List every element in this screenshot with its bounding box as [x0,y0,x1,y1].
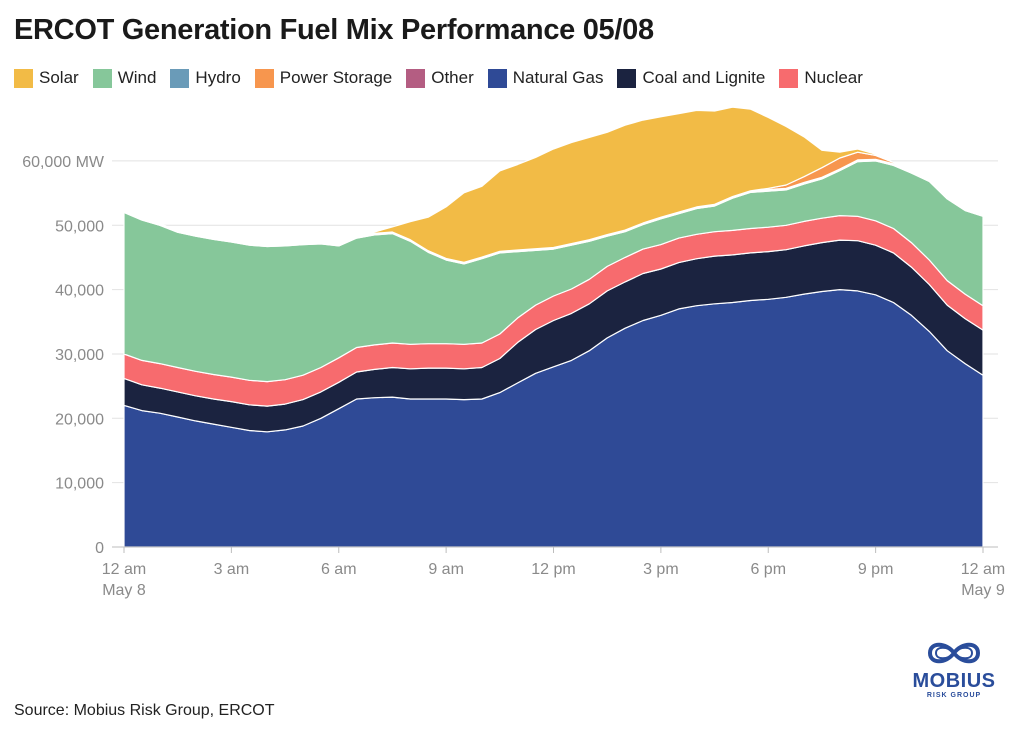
chart-title: ERCOT Generation Fuel Mix Performance 05… [14,14,654,46]
y-tick-label: 30,000 [55,347,104,364]
source-note: Source: Mobius Risk Group, ERCOT [14,702,275,719]
chart-legend: Solar Wind Hydro Power Storage Other Natural … [14,68,863,88]
legend-label: Hydro [195,68,241,87]
x-tick-label: 6 am [321,561,357,578]
legend-label: Other [431,68,474,87]
x-tick-label: 12 pm [531,561,575,578]
y-tick-label: 60,000 MW [22,154,105,171]
legend-item-solar[interactable]: Solar [14,68,79,88]
x-tick-label: 3 am [214,561,250,578]
x-tick-label: 9 pm [858,561,894,578]
x-tick-sublabel: May 8 [102,582,146,599]
legend-item-other[interactable]: Other [406,68,474,88]
y-tick-label: 20,000 [55,411,104,428]
legend-item-coal-and-lignite[interactable]: Coal and Lignite [617,68,765,88]
legend-swatch [14,68,33,88]
legend-label: Natural Gas [512,68,604,87]
x-tick-label: 12 am [102,561,146,578]
x-tick-label: 9 am [428,561,464,578]
legend-swatch [170,68,190,88]
legend-swatch [254,68,274,88]
legend-swatch [92,68,112,88]
legend-swatch [406,68,426,88]
logo-name: MOBIUS [912,670,996,692]
x-tick-label: 12 am [961,561,1005,578]
legend-swatch [487,68,507,88]
legend-label: Coal and Lignite [642,68,766,87]
y-tick-label: 0 [95,540,104,557]
legend-item-hydro[interactable]: Hydro [170,68,241,88]
legend-swatch [617,68,637,88]
y-tick-label: 40,000 [55,283,104,300]
legend-item-wind[interactable]: Wind [92,68,157,88]
legend-item-nuclear[interactable]: Nuclear [779,68,863,88]
x-tick-sublabel: May 9 [961,582,1005,599]
legend-label: Nuclear [804,68,863,87]
legend-label: Solar [39,68,79,87]
legend-swatch [779,68,799,88]
x-tick-label: 6 pm [750,561,786,578]
infinity-logo-icon [927,642,981,664]
legend-label: Wind [117,68,157,87]
legend-item-natural-gas[interactable]: Natural Gas [487,68,604,88]
y-tick-label: 10,000 [55,476,104,493]
legend-label: Power Storage [279,68,393,87]
chart-svg: 0 10,000 20,000 30,000 40,000 50,000 60,000 MW… [22,106,1005,599]
legend-item-power-storage[interactable]: Power Storage [254,68,393,88]
y-tick-label: 50,000 [55,218,104,235]
x-tick-label: 3 pm [643,561,679,578]
area-solar [123,106,984,263]
logo-subtitle: RISK GROUP [926,692,982,699]
mobius-logo: MOBIUS RISK GROUP [912,640,996,701]
